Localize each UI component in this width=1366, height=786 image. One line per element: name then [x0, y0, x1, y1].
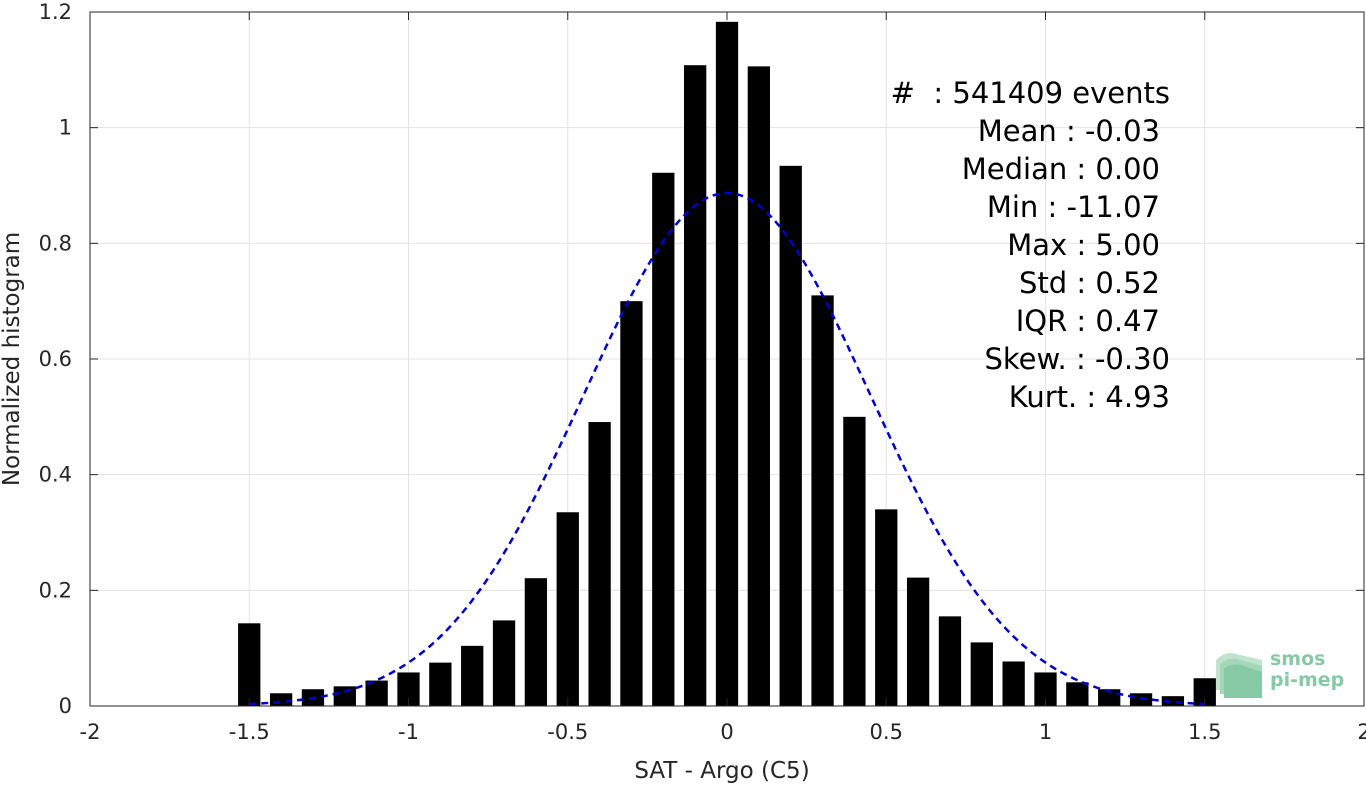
- bars: [238, 21, 1216, 707]
- histogram-bar: [556, 512, 579, 706]
- stat-max: Max : 5.00: [1007, 228, 1160, 262]
- histogram-bar: [938, 616, 962, 706]
- histogram-bar: [524, 578, 548, 706]
- y-tick-label: 0: [59, 694, 72, 718]
- gaussian-fit-curve: [249, 191, 1205, 706]
- stat-skew: Skew. : -0.30: [984, 342, 1170, 376]
- x-tick-label: -0.5: [547, 720, 588, 744]
- stats-box: # : 541409 events Mean : -0.03 Median : …: [891, 76, 1170, 414]
- logo-waves-icon: [1216, 652, 1262, 698]
- y-tick-label: 0.8: [39, 231, 72, 255]
- logo-text-smos: smos: [1270, 648, 1325, 670]
- x-tick-label: 1: [1039, 720, 1052, 744]
- x-tick-label: -1: [398, 720, 419, 744]
- histogram-bar: [429, 662, 452, 706]
- y-tick-label: 0.4: [39, 463, 72, 487]
- histogram-bar: [715, 21, 739, 707]
- stat-events: # : 541409 events: [891, 76, 1170, 110]
- stat-kurt: Kurt. : 4.93: [1009, 380, 1170, 414]
- histogram-bar: [875, 509, 898, 706]
- histogram-bar: [1098, 689, 1121, 706]
- x-tick-label: 0: [720, 720, 733, 744]
- y-tick-label: 1.2: [39, 0, 72, 24]
- histogram-bar: [1002, 661, 1025, 706]
- histogram-bar: [492, 620, 516, 706]
- y-tick-label: 0.2: [39, 578, 72, 602]
- y-axis-label: Normalized histogram: [0, 232, 25, 486]
- axis-ticks: [89, 11, 1365, 707]
- histogram-bar: [1193, 678, 1216, 706]
- histogram-bar: [620, 301, 643, 706]
- histogram-bar: [1161, 696, 1185, 706]
- x-tick-label: 2: [1357, 720, 1366, 744]
- histogram-bar: [811, 295, 834, 706]
- histogram-bar: [779, 165, 802, 706]
- histogram-bar: [843, 416, 866, 706]
- histogram-bar: [906, 577, 930, 706]
- logo-text-pimep: pi-mep: [1270, 669, 1344, 691]
- stat-std: Std : 0.52: [1019, 266, 1160, 300]
- stat-median: Median : 0.00: [962, 152, 1160, 186]
- y-tick-labels: 0 0.2 0.4 0.6 0.8 1 1.2: [39, 0, 72, 718]
- histogram-bar: [397, 672, 420, 706]
- y-tick-label: 0.6: [39, 347, 72, 371]
- stat-min: Min : -11.07: [987, 190, 1160, 224]
- histogram-bar: [970, 642, 993, 706]
- histogram-bar: [238, 623, 261, 706]
- histogram-bar: [684, 65, 707, 706]
- histogram-bar: [1129, 693, 1153, 706]
- histogram-bar: [1034, 672, 1057, 706]
- histogram-bar: [333, 686, 356, 706]
- stat-iqr: IQR : 0.47: [1016, 304, 1160, 338]
- x-tick-label: -1.5: [229, 720, 270, 744]
- histogram-bar: [1066, 682, 1089, 706]
- x-tick-label: 0.5: [870, 720, 903, 744]
- histogram-bar: [365, 680, 388, 706]
- histogram-bar: [269, 693, 293, 706]
- x-axis-label: SAT - Argo (C5): [634, 758, 809, 784]
- x-tick-labels: -2 -1.5 -1 -0.5 0 0.5 1 1.5 2: [80, 720, 1366, 744]
- x-tick-label: -2: [80, 720, 101, 744]
- smos-pimep-logo: smos pi-mep: [1216, 648, 1344, 698]
- histogram-bar: [588, 422, 611, 706]
- stat-mean: Mean : -0.03: [978, 114, 1160, 148]
- histogram-bar: [461, 645, 484, 706]
- y-tick-label: 1: [59, 116, 72, 140]
- histogram-bar: [652, 172, 675, 706]
- histogram-bar: [747, 66, 770, 706]
- x-tick-label: 1.5: [1188, 720, 1221, 744]
